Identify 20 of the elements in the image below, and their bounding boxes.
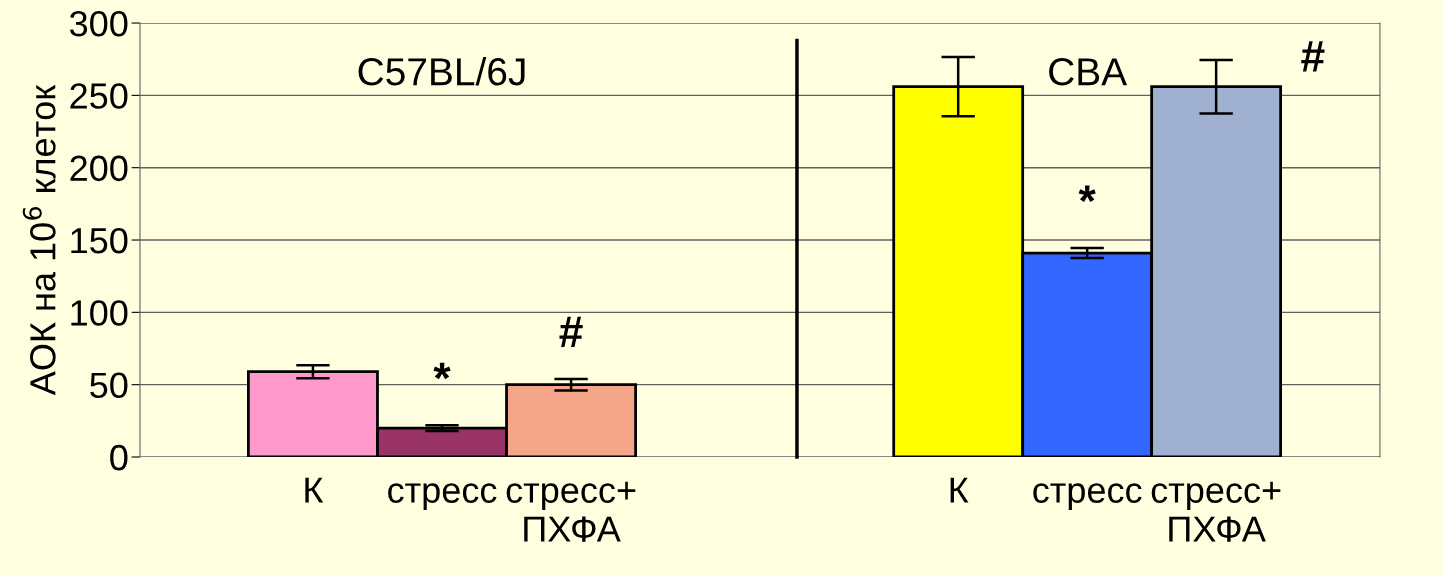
y-tick-label: 150 [71, 227, 128, 254]
annotation: * [433, 362, 451, 380]
y-tick-label: 50 [90, 372, 128, 399]
x-tick-label: стресс [388, 483, 497, 511]
x-tick-label: К [950, 477, 969, 503]
y-tick-label: 200 [70, 155, 128, 182]
x-tick-label: стресс+ ПХФА [1151, 481, 1281, 542]
annotation: # [1301, 41, 1325, 72]
y-tick-label: 300 [69, 10, 128, 37]
annotation: CBA [1049, 58, 1128, 86]
annotation: * [1078, 185, 1096, 203]
y-tick-label: 0 [110, 444, 128, 471]
annotation: # [559, 316, 583, 347]
x-tick-label: стресс+ ПХФА [506, 481, 636, 542]
x-tick-label: К [305, 477, 324, 503]
y-axis-title: АОК на 10$^{6}$ клеток [22, 84, 56, 396]
x-tick-label: стресс [1033, 483, 1142, 511]
y-tick-label: 250 [70, 83, 128, 109]
y-tick-label: 100 [71, 300, 128, 326]
annotation: C57BL/6J [358, 56, 525, 86]
